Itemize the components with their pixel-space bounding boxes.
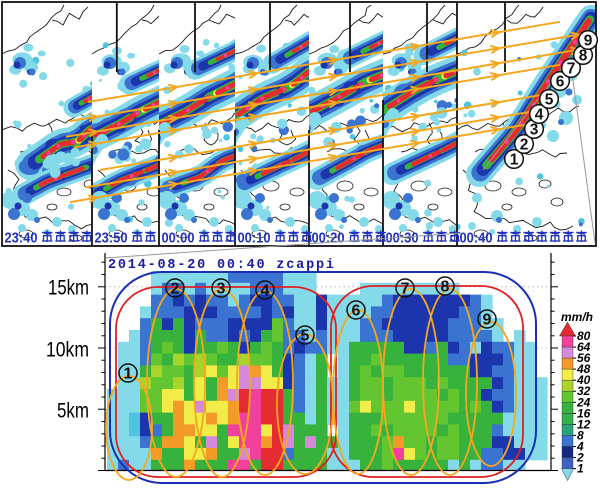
svg-text:80: 80 [577, 329, 591, 343]
svg-text:5km: 5km [57, 400, 89, 423]
svg-text:mm/h: mm/h [561, 310, 593, 324]
svg-text:32: 32 [577, 384, 591, 398]
svg-text:8: 8 [577, 428, 584, 442]
svg-text:4: 4 [576, 440, 584, 454]
svg-text:2: 2 [576, 451, 584, 465]
svg-text:4: 4 [535, 107, 544, 124]
svg-text:64: 64 [577, 340, 591, 354]
svg-text:3: 3 [530, 122, 539, 139]
svg-text:00:10: 00:10 [238, 231, 271, 247]
svg-text:8: 8 [441, 279, 450, 296]
svg-text:9: 9 [483, 312, 492, 329]
svg-text:7: 7 [401, 281, 410, 298]
svg-text:16: 16 [577, 406, 591, 420]
svg-text:9: 9 [584, 33, 593, 50]
svg-text:1: 1 [510, 152, 519, 169]
svg-text:10km: 10km [46, 339, 89, 362]
svg-text:23:40: 23:40 [5, 231, 38, 247]
svg-text:00:30: 00:30 [386, 231, 419, 247]
svg-text:2: 2 [520, 137, 529, 154]
svg-text:1: 1 [577, 462, 584, 476]
svg-text:3: 3 [217, 281, 226, 298]
svg-text:8: 8 [579, 48, 588, 65]
svg-text:5: 5 [545, 92, 554, 109]
svg-text:40: 40 [576, 373, 591, 387]
svg-text:24: 24 [576, 395, 591, 409]
svg-text:00:40: 00:40 [460, 231, 493, 247]
svg-text:2: 2 [171, 281, 180, 298]
svg-text:6: 6 [352, 303, 361, 320]
svg-text:1: 1 [124, 366, 133, 383]
svg-text:7: 7 [567, 61, 576, 78]
svg-text:00:20: 00:20 [312, 231, 345, 247]
svg-text:2014-08-20 00:40 zcappi: 2014-08-20 00:40 zcappi [108, 258, 334, 273]
svg-text:00:00: 00:00 [162, 231, 195, 247]
svg-text:5: 5 [301, 328, 310, 345]
svg-text:4: 4 [261, 283, 270, 300]
svg-text:15km: 15km [48, 277, 89, 300]
svg-text:12: 12 [577, 417, 591, 431]
svg-text:56: 56 [577, 351, 591, 365]
svg-text:23:50: 23:50 [95, 231, 128, 247]
svg-text:6: 6 [556, 74, 565, 91]
svg-text:48: 48 [576, 362, 591, 376]
